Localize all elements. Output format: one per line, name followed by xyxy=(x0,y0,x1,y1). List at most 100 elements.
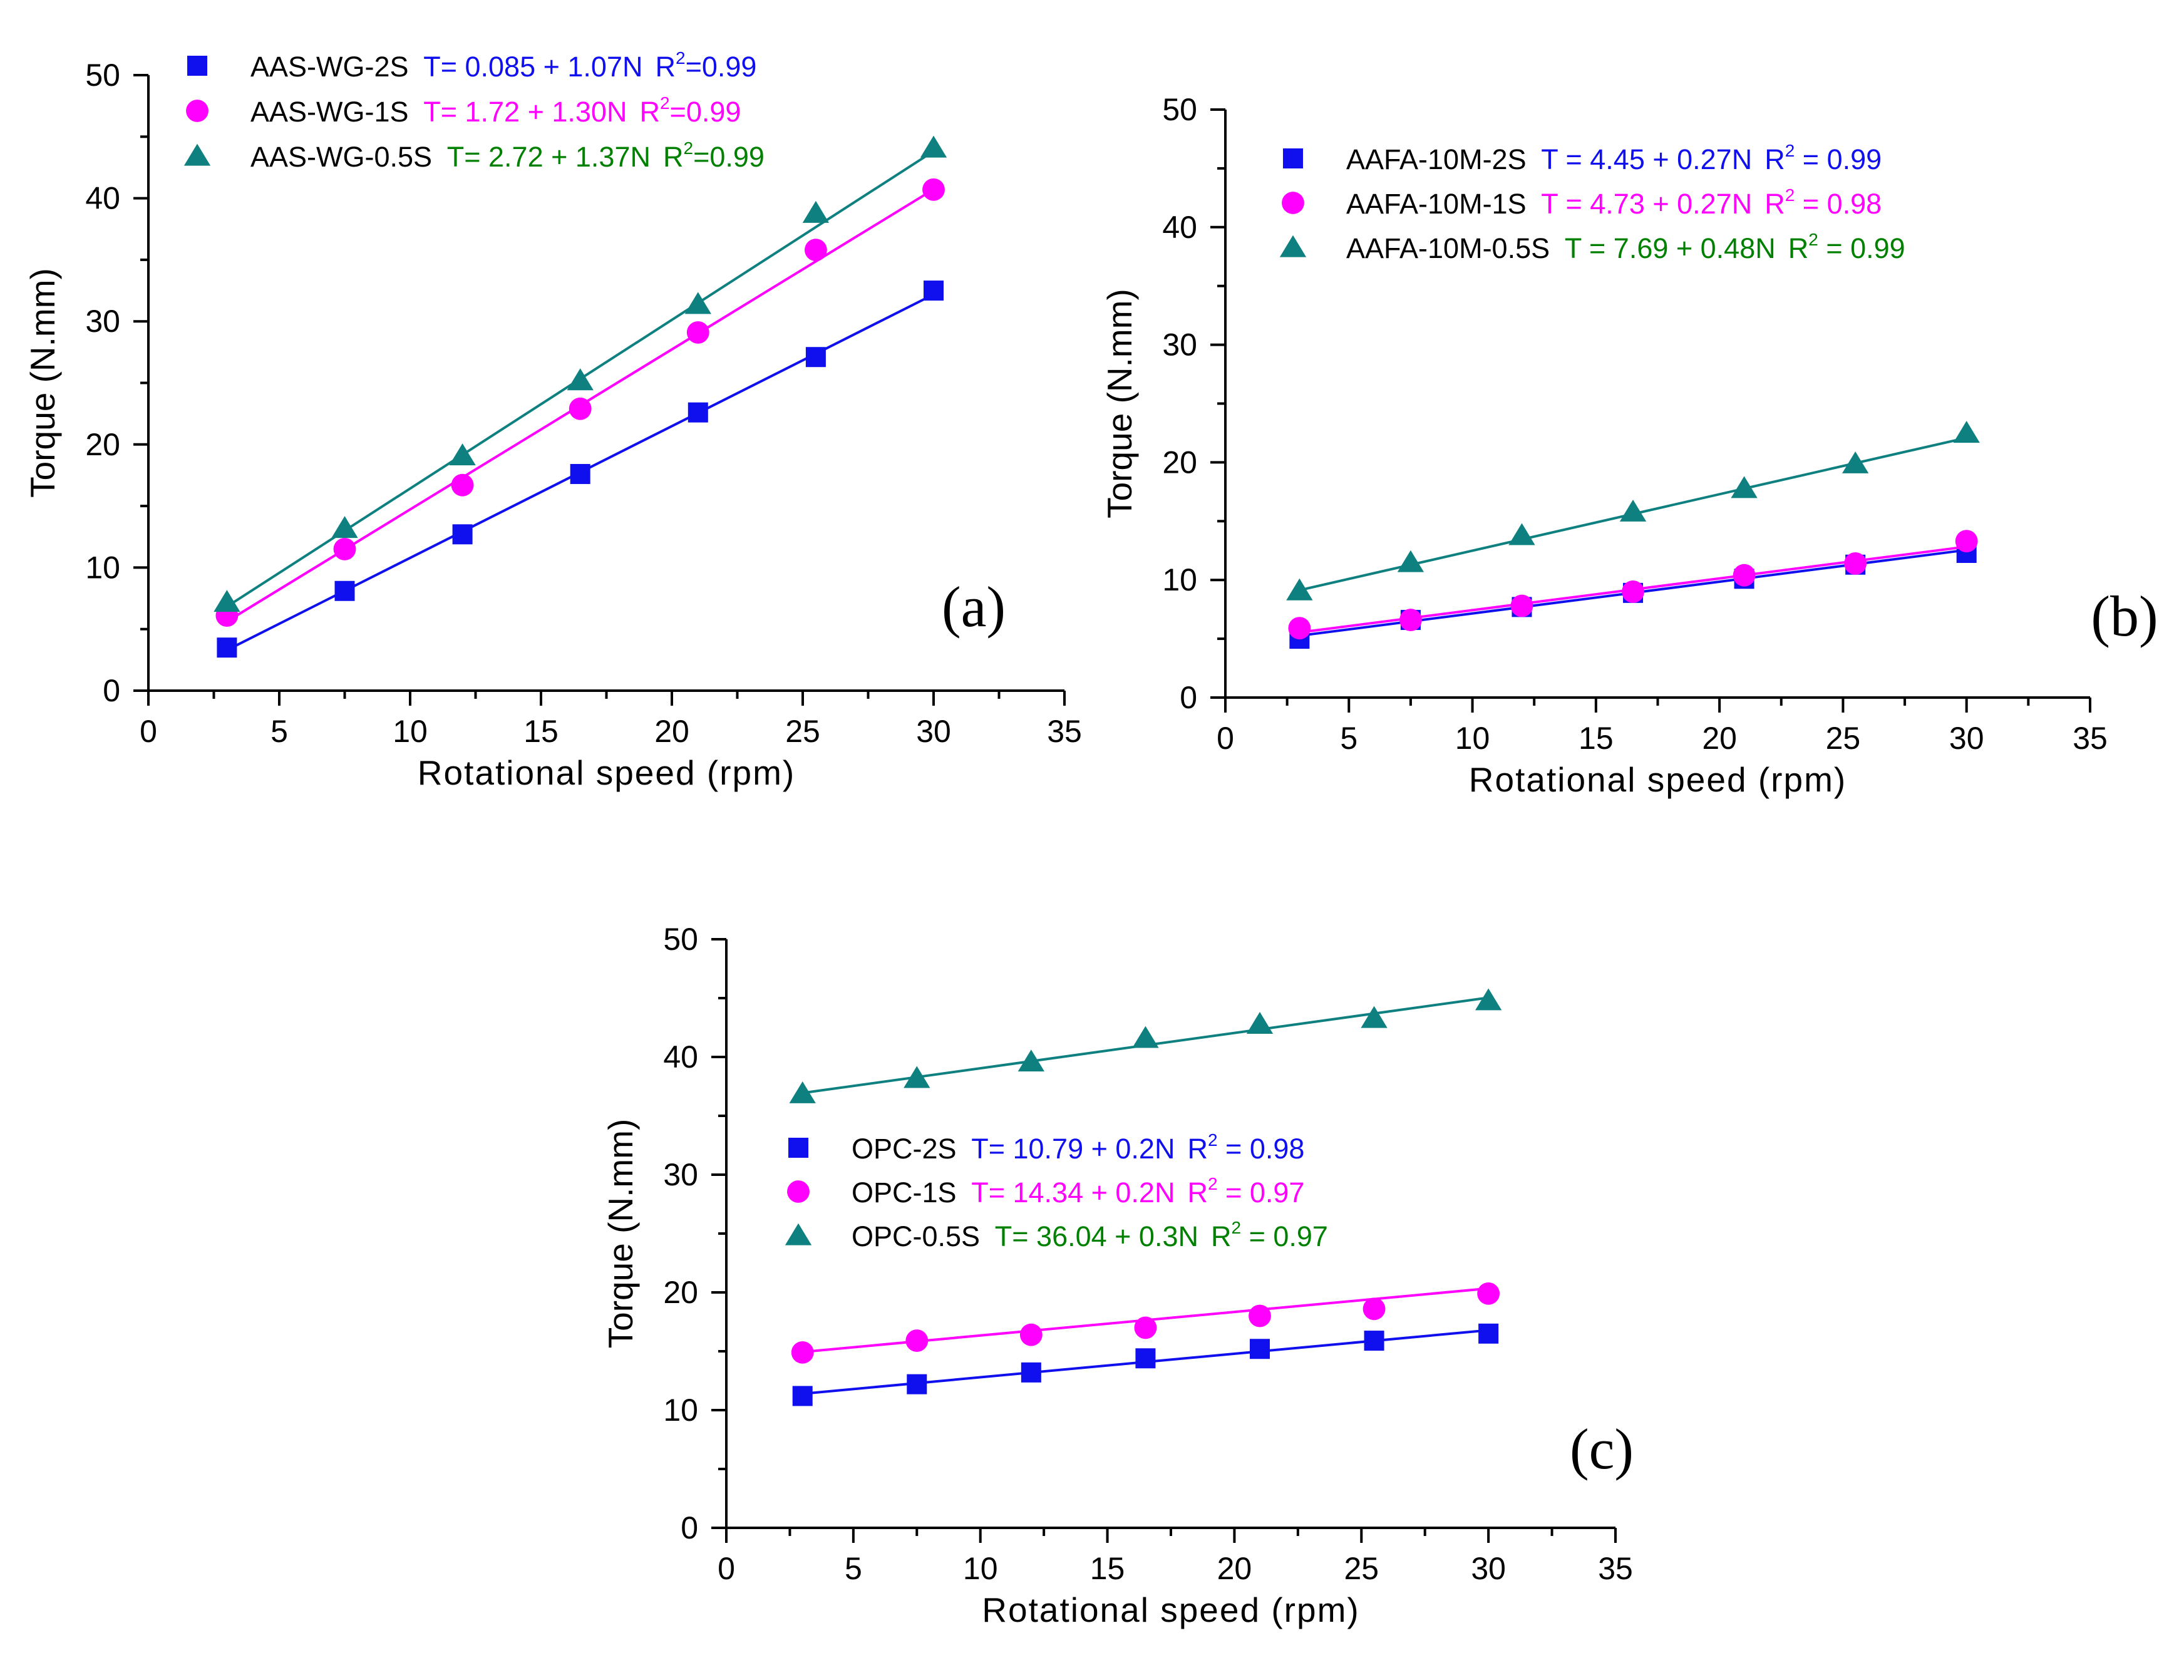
data-point xyxy=(451,473,474,497)
data-point xyxy=(1397,550,1424,572)
legend-equation: T = 4.73 + 0.27N xyxy=(1534,188,1753,220)
x-tick-label: 10 xyxy=(963,1551,998,1586)
legend-r2-label: R xyxy=(1211,1220,1232,1252)
x-axis-label: Rotational speed (rpm) xyxy=(982,1590,1359,1629)
legend-series-name: AAFA-10M-0.5S xyxy=(1346,232,1550,264)
legend-series-name: AAS-WG-1S xyxy=(250,96,409,128)
y-tick-label: 50 xyxy=(1162,92,1197,127)
data-point xyxy=(1286,578,1313,600)
y-tick-label: 50 xyxy=(663,922,698,957)
legend-r2-superscript: 2 xyxy=(676,48,686,68)
legend-entry: AAS-WG-1S T= 1.72 + 1.30N R2=0.99 xyxy=(250,93,741,128)
legend-r2-label: R xyxy=(639,96,660,128)
data-point xyxy=(1134,1316,1157,1339)
legend-marker-circle-icon xyxy=(787,1180,810,1203)
legend-r2-label: R xyxy=(663,141,684,173)
data-point xyxy=(1619,499,1647,522)
legend-marker-square-icon xyxy=(788,1138,808,1158)
y-tick-label: 10 xyxy=(85,550,120,585)
panel-label: (b) xyxy=(2091,584,2158,648)
data-point xyxy=(214,590,240,612)
legend-r2-value: =0.99 xyxy=(670,96,741,128)
legend-marker-triangle-icon xyxy=(183,143,211,166)
legend-series-name: AAS-WG-2S xyxy=(250,51,409,83)
data-point xyxy=(1364,1331,1384,1351)
legend-r2-value: = 0.97 xyxy=(1241,1220,1328,1252)
y-axis-label: Torque (N.mm) xyxy=(23,268,62,498)
legend-r2-superscript: 2 xyxy=(1808,230,1818,249)
legend-r2-value: =0.99 xyxy=(686,51,757,83)
legend-series-name: AAS-WG-0.5S xyxy=(250,141,432,173)
data-point xyxy=(1288,617,1311,640)
panel-label: (c) xyxy=(1570,1417,1634,1481)
legend-entry: AAFA-10M-0.5S T = 7.69 + 0.48N R2 = 0.99 xyxy=(1346,230,1905,264)
legend-r2-superscript: 2 xyxy=(683,138,693,158)
legend-r2-value: =0.99 xyxy=(693,141,765,173)
y-tick-label: 30 xyxy=(663,1157,698,1192)
legend-equation: T = 4.45 + 0.27N xyxy=(1534,143,1753,175)
legend-entry: AAS-WG-2S T= 0.085 + 1.07N R2=0.99 xyxy=(250,48,756,83)
data-point xyxy=(570,463,590,484)
y-tick-label: 50 xyxy=(85,58,120,93)
y-tick-label: 0 xyxy=(103,673,120,708)
x-tick-label: 10 xyxy=(393,714,428,749)
legend-r2-superscript: 2 xyxy=(1232,1218,1242,1237)
data-point xyxy=(1508,523,1535,545)
legend-r2-superscript: 2 xyxy=(1208,1174,1218,1193)
legend-equation: T = 7.69 + 0.48N xyxy=(1557,232,1776,264)
x-tick-label: 25 xyxy=(1344,1551,1379,1586)
legend-series-name: AAFA-10M-2S xyxy=(1346,143,1527,175)
data-point xyxy=(1733,564,1756,587)
x-tick-label: 5 xyxy=(1340,721,1357,756)
chart-panel-c: 0 5 10 15 20 25 30 35 0 10 20 30 40 50 Rotational spee… xyxy=(601,922,1634,1629)
legend-r2-superscript: 2 xyxy=(660,93,670,113)
x-tick-label: 5 xyxy=(845,1551,862,1586)
data-point xyxy=(1841,451,1869,473)
y-tick-label: 40 xyxy=(663,1039,698,1074)
legend-equation: T= 0.085 + 1.07N xyxy=(416,51,643,83)
x-tick-label: 0 xyxy=(718,1551,735,1586)
data-point xyxy=(1399,609,1422,631)
legend-entry: OPC-1S T= 14.34 + 0.2N R2 = 0.97 xyxy=(852,1174,1304,1208)
data-point xyxy=(1246,1012,1274,1034)
legend-equation: T= 1.72 + 1.30N xyxy=(416,96,627,128)
data-point xyxy=(1475,988,1502,1011)
data-point xyxy=(1622,580,1644,603)
y-tick-label: 40 xyxy=(85,181,120,216)
legend-r2-superscript: 2 xyxy=(1785,185,1795,205)
x-tick-label: 15 xyxy=(1090,1551,1125,1586)
legend-r2-value: = 0.99 xyxy=(1795,143,1882,175)
legend-series-name: AAFA-10M-1S xyxy=(1346,188,1527,220)
y-tick-label: 0 xyxy=(681,1510,698,1545)
data-point xyxy=(334,580,355,601)
data-point xyxy=(688,402,708,423)
panel-label: (a) xyxy=(942,575,1006,639)
data-point xyxy=(1731,476,1758,498)
legend-marker-circle-icon xyxy=(1282,192,1304,214)
data-point xyxy=(907,1374,927,1394)
legend-r2-label: R xyxy=(1764,143,1785,175)
legend-equation: T= 14.34 + 0.2N xyxy=(964,1177,1175,1208)
legend-series-name: OPC-0.5S xyxy=(852,1220,980,1252)
legend-marker-triangle-icon xyxy=(1279,235,1307,257)
data-point xyxy=(1478,1323,1499,1344)
data-point xyxy=(1249,1304,1271,1327)
legend-series-name: OPC-2S xyxy=(852,1133,957,1165)
data-point xyxy=(922,178,945,201)
legend-r2-superscript: 2 xyxy=(1785,141,1795,160)
legend-equation: T= 36.04 + 0.3N xyxy=(987,1220,1198,1252)
legend-r2-superscript: 2 xyxy=(1208,1130,1218,1150)
legend-r2-label: R xyxy=(1187,1133,1208,1165)
x-axis-label: Rotational speed (rpm) xyxy=(1469,760,1847,799)
legend-r2-value: = 0.99 xyxy=(1818,232,1905,264)
legend-equation: T= 2.72 + 1.37N xyxy=(440,141,651,173)
legend-marker-square-icon xyxy=(187,56,207,76)
y-tick-label: 30 xyxy=(1162,327,1197,363)
legend-entry: OPC-0.5S T= 36.04 + 0.3N R2 = 0.97 xyxy=(852,1218,1328,1252)
legend-marker-circle-icon xyxy=(186,100,209,122)
x-tick-label: 30 xyxy=(1471,1551,1506,1586)
data-point xyxy=(1510,594,1533,617)
data-point xyxy=(1362,1297,1386,1321)
x-tick-label: 5 xyxy=(270,714,288,749)
